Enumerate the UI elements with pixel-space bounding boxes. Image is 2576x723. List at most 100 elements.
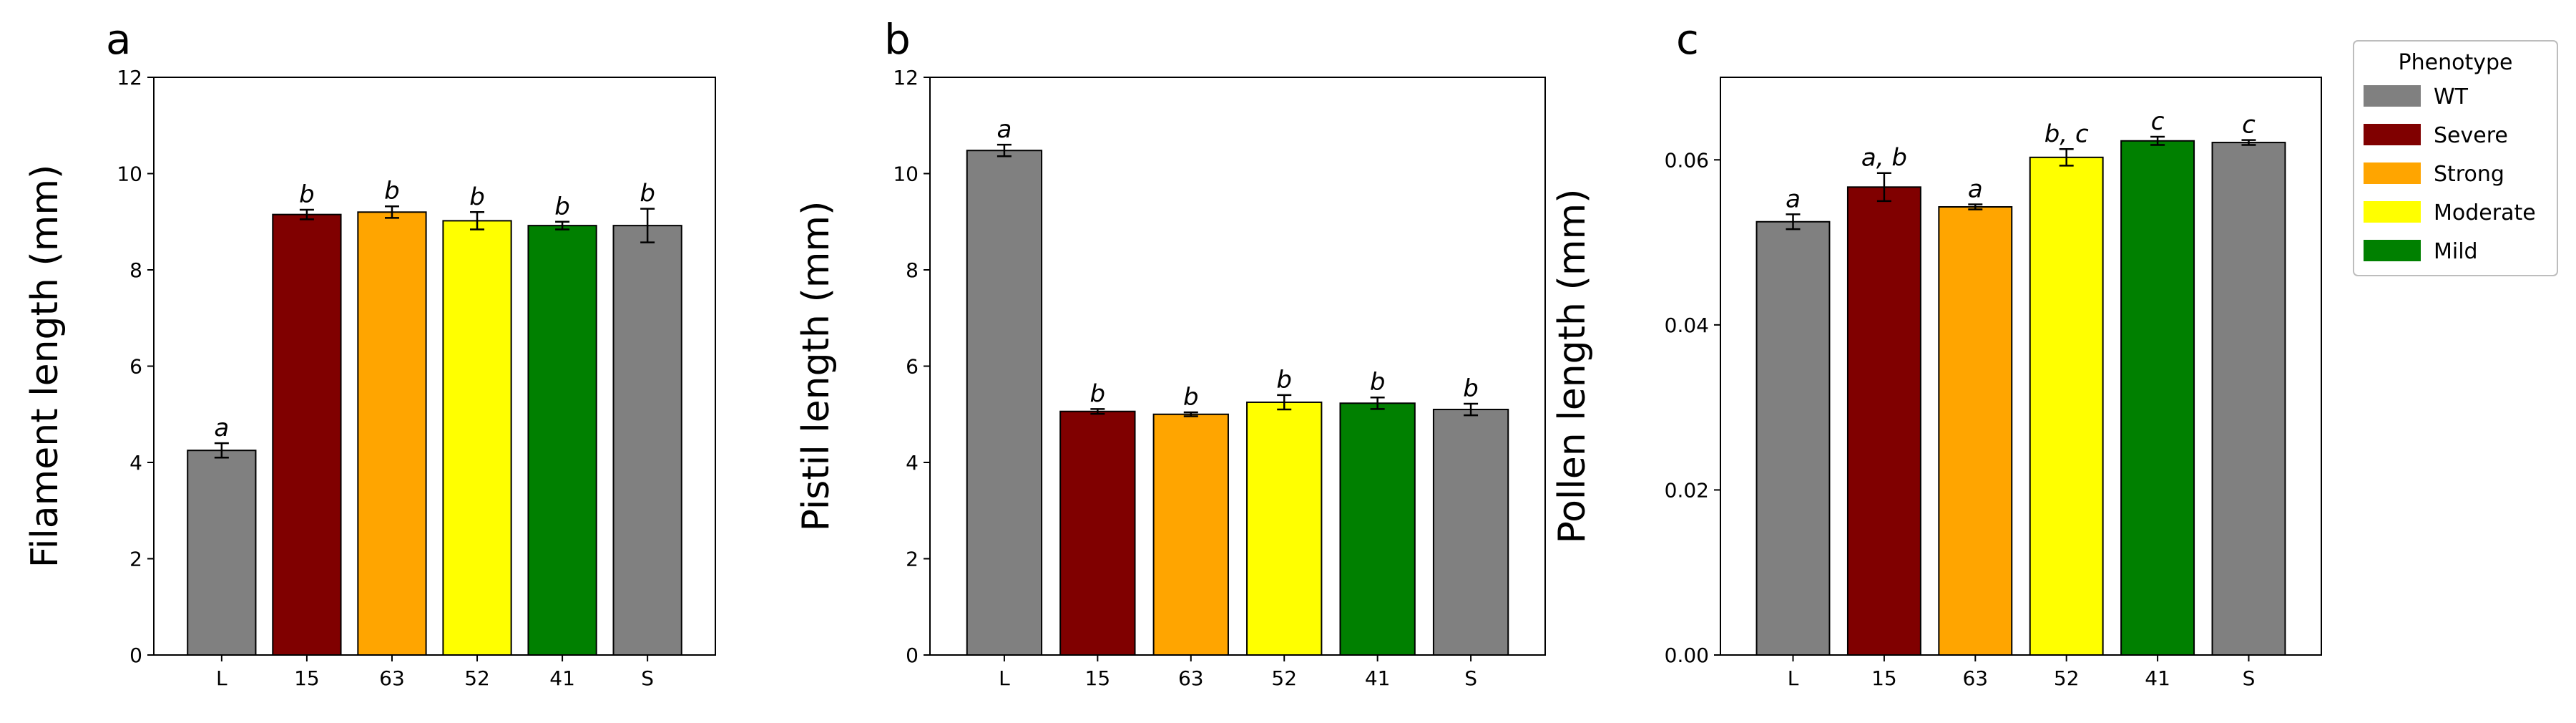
legend-label: Mild — [2434, 239, 2478, 264]
legend-title: Phenotype — [2399, 50, 2513, 75]
x-tick-label: 15 — [1871, 666, 1897, 690]
significance-label: b — [1370, 368, 1386, 397]
x-tick-label: 63 — [1178, 666, 1204, 690]
legend-swatch — [2364, 124, 2421, 145]
legend-swatch — [2364, 201, 2421, 223]
error-bar — [214, 442, 229, 459]
y-tick-label: 0.00 — [1665, 644, 1709, 667]
y-tick-label: 0.04 — [1665, 314, 1709, 337]
chart-panel-c: a La, b 15 a 63 b, c 52 c 41 c S 0.00 0.02 0.04 0.06 Po… — [1551, 15, 2322, 690]
error-bar — [640, 208, 655, 243]
significance-label: a — [1968, 175, 1983, 204]
bar-15 — [272, 213, 342, 656]
error-bar — [1183, 411, 1198, 417]
x-tick-label: S — [1464, 666, 1477, 690]
legend-item-mild: Mild — [2364, 239, 2478, 264]
error-bar — [555, 220, 570, 231]
bar-15 — [1059, 410, 1136, 656]
x-tick-label: 52 — [2054, 666, 2080, 690]
significance-label: b — [1463, 374, 1479, 403]
y-tick-label: 8 — [906, 258, 919, 282]
y-tick-label: 0.02 — [1665, 478, 1709, 502]
legend-swatch — [2364, 162, 2421, 184]
bar-63 — [1152, 413, 1229, 656]
y-tick-label: 4 — [129, 451, 142, 475]
bar-41 — [527, 225, 597, 656]
significance-label: b — [1183, 383, 1199, 412]
y-tick-label: 4 — [906, 451, 919, 475]
error-bar — [1786, 213, 1801, 231]
y-tick-label: 0.06 — [1665, 148, 1709, 172]
significance-label: b — [640, 180, 655, 208]
significance-label: b — [1090, 379, 1106, 408]
y-axis-title: Pistil length (mm) — [795, 201, 838, 532]
significance-label: b — [384, 177, 400, 205]
significance-label: a — [996, 115, 1012, 144]
significance-label: a — [214, 414, 229, 442]
bar-41 — [2120, 140, 2195, 656]
chart-panels: a Lb 15 b 63 b 52 b 41 b S 0 2 4 6 8 10 12 Filament length… — [24, 15, 2322, 690]
y-tick-label: 8 — [129, 258, 142, 282]
chart-panel-b: a Lb 15 b 63 b 52 b 41 b S 0 2 4 6 8 10 12 Pistil length (… — [795, 15, 1546, 690]
y-tick-label: 0 — [129, 644, 142, 667]
significance-label: c — [2242, 111, 2256, 140]
axes-frame — [1720, 77, 2322, 656]
error-bar — [1464, 402, 1479, 417]
bar-L — [187, 450, 257, 656]
significance-label: b — [469, 183, 485, 211]
bar-63 — [1938, 205, 2013, 656]
legend-item-wt: WT — [2364, 84, 2469, 110]
axes-frame — [153, 77, 716, 656]
y-axis-title: Pollen length (mm) — [1551, 189, 1594, 544]
legend-item-moderate: Moderate — [2364, 200, 2536, 225]
error-bar — [299, 208, 314, 220]
y-axis-title: Filament length (mm) — [24, 165, 67, 568]
error-bar — [996, 143, 1012, 157]
error-bar — [2241, 139, 2256, 146]
bar-63 — [357, 211, 427, 656]
bar-S — [612, 225, 682, 656]
legend-swatch — [2364, 240, 2421, 261]
legend-item-strong: Strong — [2364, 162, 2504, 187]
x-tick-label: 41 — [1365, 666, 1391, 690]
x-tick-label: 15 — [1085, 666, 1111, 690]
legend-item-severe: Severe — [2364, 123, 2508, 148]
legend-label: Severe — [2434, 123, 2508, 148]
y-tick-label: 2 — [129, 548, 142, 571]
error-bar — [1277, 394, 1292, 411]
significance-label: b — [554, 193, 570, 221]
x-tick-label: 41 — [2145, 666, 2170, 690]
bar-S — [2211, 142, 2286, 656]
y-tick-label: 0 — [906, 644, 919, 667]
bar-15 — [1846, 186, 1921, 656]
y-tick-label: 6 — [129, 355, 142, 379]
legend-label: Moderate — [2434, 200, 2536, 225]
error-bar — [1370, 396, 1385, 410]
significance-label: c — [2151, 107, 2165, 136]
x-tick-label: S — [641, 666, 654, 690]
error-bar — [470, 211, 485, 231]
bar-L — [966, 150, 1043, 656]
error-bar — [1968, 203, 1983, 210]
legend-swatch — [2364, 85, 2421, 107]
x-tick-label: L — [999, 666, 1010, 690]
x-tick-label: 63 — [379, 666, 405, 690]
chart-panel-a: a Lb 15 b 63 b 52 b 41 b S 0 2 4 6 8 10 12 Filament length… — [24, 15, 716, 690]
legend: Phenotype WT Severe Strong Moderate Mild — [2353, 40, 2558, 276]
panel-label: b — [884, 15, 911, 64]
y-tick-label: 10 — [893, 162, 919, 186]
x-tick-label: 15 — [294, 666, 320, 690]
panel-label: a — [106, 15, 132, 64]
significance-label: a, b — [1861, 144, 1907, 173]
x-tick-label: L — [216, 666, 227, 690]
error-bar — [1090, 408, 1105, 415]
y-tick-label: 6 — [906, 355, 919, 379]
bar-52 — [2029, 156, 2104, 656]
bar-L — [1755, 220, 1831, 656]
legend-label: Strong — [2434, 162, 2504, 187]
x-tick-label: 41 — [549, 666, 575, 690]
y-tick-label: 2 — [906, 548, 919, 571]
bar-41 — [1339, 402, 1416, 656]
x-tick-label: 63 — [1962, 666, 1988, 690]
